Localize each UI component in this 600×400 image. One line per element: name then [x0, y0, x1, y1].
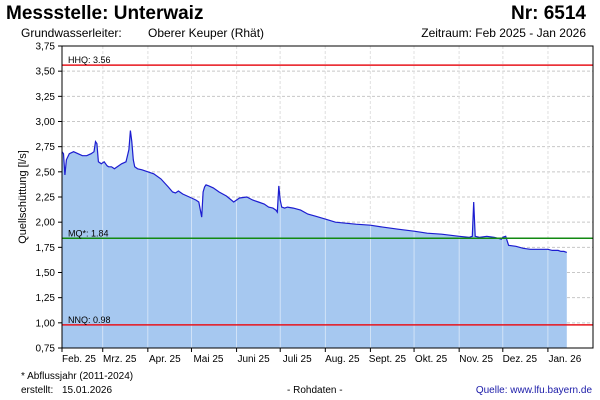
series-line	[61, 130, 567, 253]
x-tick-label: Mrz. 25	[103, 354, 137, 365]
x-tick-label: Juli 25	[283, 354, 312, 365]
created-date: 15.01.2026	[62, 385, 113, 396]
footnote: * Abflussjahr (2011-2024)	[21, 371, 134, 382]
x-tick-label: Jan. 26	[548, 354, 581, 365]
y-tick-label: 0,75	[36, 344, 56, 355]
y-tick-label: 2,00	[36, 218, 56, 229]
x-tick-label: Nov. 25	[459, 354, 493, 365]
x-tick-label: Feb. 25	[62, 354, 96, 365]
y-tick-label: 1,50	[36, 268, 56, 279]
aquifer-label: Grundwasserleiter:	[21, 26, 122, 40]
aquifer-value: Oberer Keuper (Rhät)	[148, 26, 265, 40]
y-tick-label: 1,75	[36, 243, 56, 254]
created-label: erstellt:	[21, 385, 54, 396]
y-tick-label: 2,50	[36, 167, 56, 178]
y-tick-label: 3,50	[36, 67, 56, 78]
x-tick-label: Okt. 25	[415, 354, 448, 365]
y-tick-label: 1,00	[36, 318, 56, 329]
y-tick-label: 3,25	[36, 92, 56, 103]
x-tick-label: Juni 25	[237, 354, 270, 365]
y-tick-label: 1,25	[36, 293, 56, 304]
y-tick-label: 2,25	[36, 193, 56, 204]
x-tick-label: Apr. 25	[149, 354, 181, 365]
station-number: Nr: 6514	[511, 3, 586, 24]
x-tick-label: Sept. 25	[369, 354, 407, 365]
period-label: Zeitraum: Feb 2025 - Jan 2026	[421, 26, 586, 40]
x-tick-label: Mai 25	[193, 354, 223, 365]
y-tick-label: 3,00	[36, 117, 56, 128]
series-area	[62, 130, 567, 348]
y-tick-label: 3,75	[36, 42, 56, 53]
x-tick-label: Dez. 25	[503, 354, 538, 365]
reference-line-label: MQ*: 1.84	[68, 228, 109, 238]
reference-line-label: NNQ: 0.98	[68, 315, 111, 325]
page-title: Messstelle: Unterwaiz	[6, 3, 204, 24]
rohdaten-label: - Rohdaten -	[287, 385, 343, 396]
y-axis-label: Quellschüttung [l/s]	[17, 150, 29, 244]
x-tick-label: Aug. 25	[325, 354, 360, 365]
y-tick-label: 2,75	[36, 142, 56, 153]
source-link[interactable]: Quelle: www.lfu.bayern.de	[475, 385, 592, 396]
reference-line-label: HHQ: 3.56	[68, 55, 111, 65]
